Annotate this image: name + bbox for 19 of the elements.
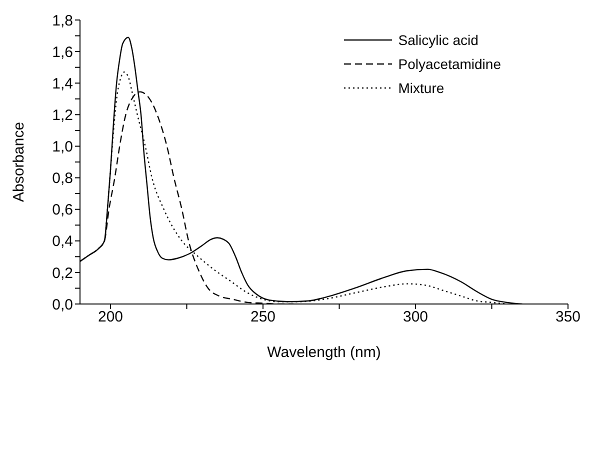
y-tick-label: 1,8 [52, 12, 73, 30]
y-tick-label: 1,6 [52, 44, 73, 61]
x-tick-label: 250 [250, 308, 276, 326]
y-tick-label: 1,4 [52, 75, 73, 92]
x-axis-title: Wavelength (nm) [267, 344, 381, 361]
y-tick-label: 0,4 [52, 233, 73, 250]
x-tick-label: 350 [555, 308, 581, 326]
legend-label: Polyacetamidine [398, 56, 501, 72]
legend-label: Mixture [398, 80, 444, 96]
y-tick-label: 0,6 [52, 202, 73, 219]
y-tick-label: 1,2 [52, 106, 73, 124]
x-tick-label: 300 [402, 308, 428, 326]
y-tick-label: 1,0 [52, 138, 73, 156]
y-tick-label: 0,8 [52, 170, 73, 188]
y-tick-label: 0,0 [52, 296, 73, 314]
x-tick-label: 200 [98, 308, 124, 326]
y-axis-title: Absorbance [10, 122, 28, 202]
legend-label: Salicylic acid [398, 32, 478, 48]
y-tick-label: 0,2 [52, 264, 73, 282]
